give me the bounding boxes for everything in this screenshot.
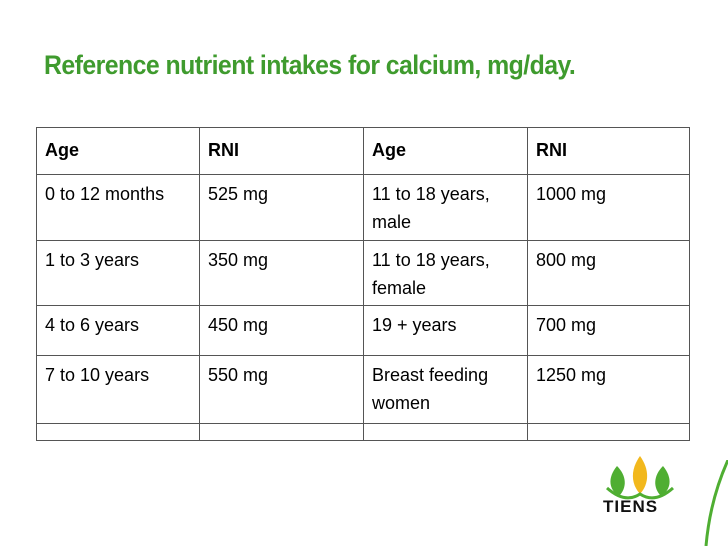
table-cell: 525 mg bbox=[199, 174, 364, 241]
empty-cell bbox=[199, 423, 364, 441]
header-row: Age RNI Age RNI bbox=[36, 127, 690, 175]
leaf bbox=[655, 466, 670, 496]
empty-cell bbox=[527, 423, 690, 441]
table-cell: 1250 mg bbox=[527, 355, 690, 424]
table-cell: 1000 mg bbox=[527, 174, 690, 241]
table-row: 7 to 10 years 550 mg Breast feeding women 1… bbox=[36, 355, 690, 424]
logo-text: TIENS bbox=[603, 497, 659, 516]
table-cell: Breast feeding women bbox=[363, 355, 528, 424]
slide-title: Reference nutrient intakes for calcium, … bbox=[44, 50, 576, 80]
corner-decoration bbox=[704, 460, 728, 546]
table-cell: 350 mg bbox=[199, 240, 364, 306]
header-cell: Age bbox=[36, 127, 200, 175]
swoosh bbox=[606, 486, 674, 500]
table-row: 1 to 3 years 350 mg 11 to 18 years, female… bbox=[36, 240, 690, 306]
header-cell: RNI bbox=[199, 127, 364, 175]
empty-cell bbox=[363, 423, 528, 441]
table-cell: 550 mg bbox=[199, 355, 364, 424]
table-cell: 450 mg bbox=[199, 305, 364, 356]
rni-table: Age RNI Age RNI 0 to 12 months 525 mg 11 to 1… bbox=[36, 127, 690, 441]
table-cell: 11 to 18 years, female bbox=[363, 240, 528, 306]
empty-row bbox=[36, 423, 690, 441]
logo-mark bbox=[606, 456, 674, 500]
leaf bbox=[632, 456, 648, 494]
table-cell: 11 to 18 years, male bbox=[363, 174, 528, 241]
table-row: 0 to 12 months 525 mg 11 to 18 years, male… bbox=[36, 174, 690, 241]
table-cell: 7 to 10 years bbox=[36, 355, 200, 424]
header-cell: RNI bbox=[527, 127, 690, 175]
table-cell: 4 to 6 years bbox=[36, 305, 200, 356]
header-cell: Age bbox=[363, 127, 528, 175]
table-cell: 0 to 12 months bbox=[36, 174, 200, 241]
table-row: 4 to 6 years 450 mg 19 + years 700 mg bbox=[36, 305, 690, 356]
table-cell: 700 mg bbox=[527, 305, 690, 356]
leaf bbox=[610, 466, 625, 496]
table-cell: 1 to 3 years bbox=[36, 240, 200, 306]
empty-cell bbox=[36, 423, 200, 441]
table-cell: 19 + years bbox=[363, 305, 528, 356]
table-cell: 800 mg bbox=[527, 240, 690, 306]
